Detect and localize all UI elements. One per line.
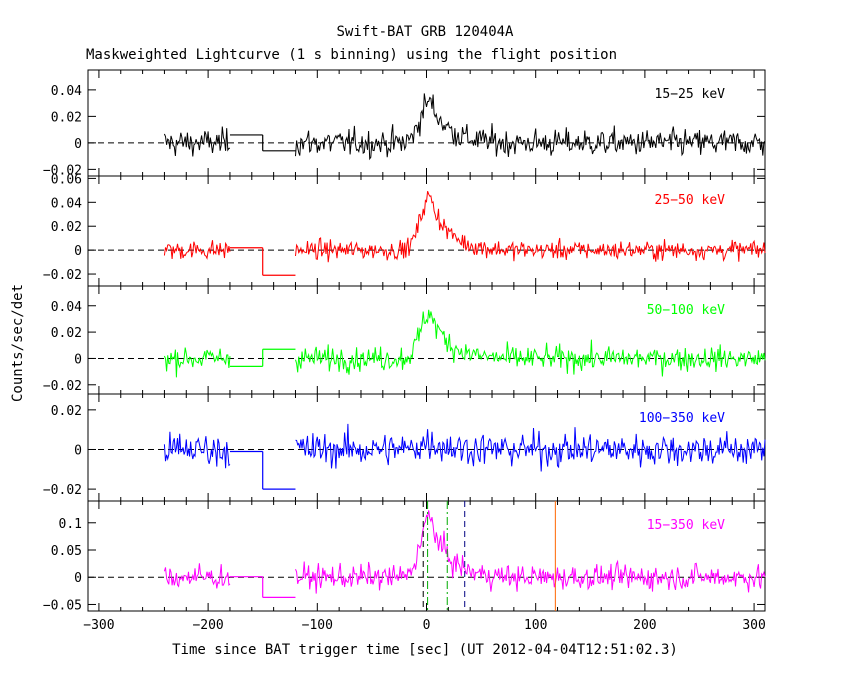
panel-15-350-kev: −0.05 0 0.05 0.1 15−350 keV bbox=[43, 500, 766, 613]
y-tick-label: 0.05 bbox=[51, 544, 82, 559]
panel-100-350-kev: −0.02 0 0.02 100−350 keV bbox=[43, 393, 766, 502]
y-tick-label: 0.02 bbox=[51, 404, 82, 419]
y-tick-label: 0 bbox=[74, 443, 82, 458]
x-tick-label: 200 bbox=[633, 618, 656, 633]
band-label: 50−100 keV bbox=[647, 303, 725, 318]
y-tick-label: −0.02 bbox=[43, 268, 82, 283]
y-tick-label: 0.1 bbox=[59, 517, 82, 532]
y-tick-label: −0.02 bbox=[43, 483, 82, 498]
panel-50-100-kev: −0.02 0 0.02 0.04 50−100 keV bbox=[43, 285, 766, 395]
lightcurve-series bbox=[163, 191, 766, 263]
y-tick-label: 0 bbox=[74, 244, 82, 259]
y-tick-label: 0 bbox=[74, 571, 82, 586]
chart-subtitle: Maskweighted Lightcurve (1 s binning) us… bbox=[86, 47, 617, 63]
y-tick-label: −0.05 bbox=[43, 598, 82, 613]
x-tick-label: −300 bbox=[83, 618, 114, 633]
x-tick-label: 0 bbox=[423, 618, 431, 633]
y-tick-label: 0.04 bbox=[51, 196, 82, 211]
y-tick-label: 0.02 bbox=[51, 110, 82, 125]
band-label: 15−25 keV bbox=[655, 87, 726, 102]
lightcurve-series bbox=[163, 423, 766, 472]
panel-15-25-kev: −0.02 0 0.02 0.04 15−25 keV bbox=[43, 69, 766, 178]
chart-title: Swift-BAT GRB 120404A bbox=[336, 24, 514, 40]
band-label: 25−50 keV bbox=[655, 193, 726, 208]
y-tick-label: 0.06 bbox=[51, 172, 82, 187]
band-label: 100−350 keV bbox=[639, 411, 725, 426]
x-axis-label: Time since BAT trigger time [sec] (UT 20… bbox=[172, 642, 678, 658]
y-tick-label: −0.02 bbox=[43, 379, 82, 394]
band-label: 15−350 keV bbox=[647, 518, 725, 533]
y-tick-label: −0.02 bbox=[43, 163, 82, 178]
x-tick-label: −100 bbox=[302, 618, 333, 633]
y-tick-label: 0.02 bbox=[51, 220, 82, 235]
lightcurve-series bbox=[163, 93, 766, 161]
lightcurve-series bbox=[163, 309, 766, 378]
y-tick-label: 0 bbox=[74, 137, 82, 152]
x-tick-label: 100 bbox=[524, 618, 547, 633]
x-tick-label: 300 bbox=[742, 618, 765, 633]
y-tick-label: 0.02 bbox=[51, 326, 82, 341]
lightcurve-series bbox=[163, 510, 766, 594]
x-tick-label: −200 bbox=[192, 618, 223, 633]
panel-frame bbox=[87, 69, 766, 177]
panel-25-50-kev: −0.02 0 0.02 0.04 0.06 25−50 keV bbox=[43, 172, 766, 287]
y-axis-label: Counts/sec/det bbox=[10, 284, 26, 402]
y-tick-label: 0.04 bbox=[51, 84, 82, 99]
y-tick-label: 0 bbox=[74, 352, 82, 367]
y-tick-label: 0.04 bbox=[51, 300, 82, 315]
